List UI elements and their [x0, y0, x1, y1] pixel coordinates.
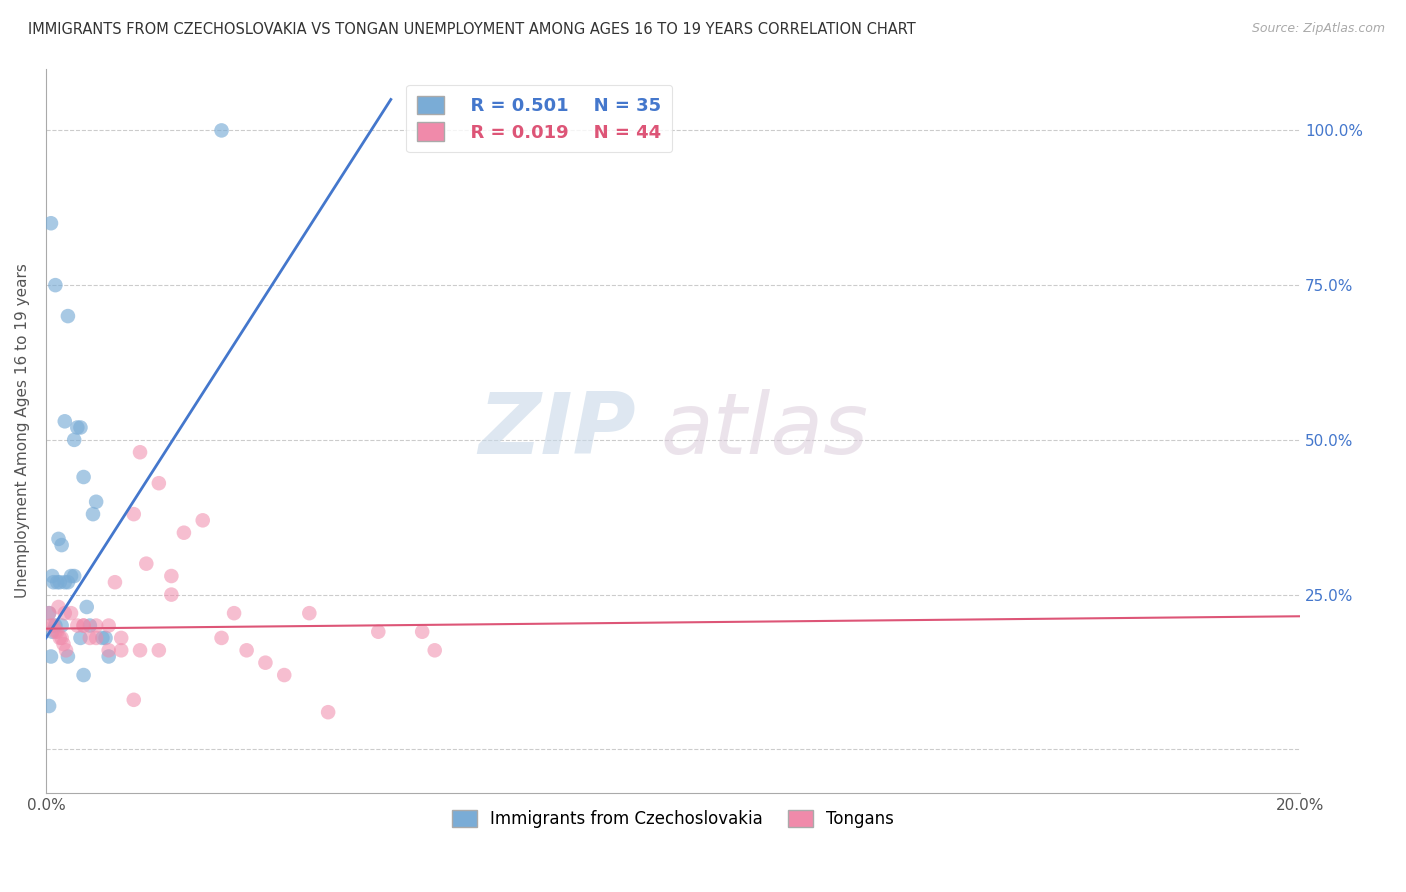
Point: [79, 631, 101, 645]
Point: [160, 569, 183, 583]
Point: [135, 557, 157, 571]
Point: [66, 618, 89, 632]
Point: [42, 575, 65, 590]
Point: [367, 624, 389, 639]
Point: [55, 643, 77, 657]
Point: [72, 618, 94, 632]
Point: [110, 643, 132, 657]
Point: [72, 668, 94, 682]
Point: [51, 618, 73, 632]
Point: [79, 618, 101, 632]
Point: [211, 123, 233, 137]
Point: [56, 649, 79, 664]
Point: [316, 705, 339, 719]
Point: [222, 606, 245, 620]
Point: [97, 643, 120, 657]
Point: [39, 649, 62, 664]
Point: [38, 698, 60, 713]
Point: [211, 631, 233, 645]
Point: [91, 631, 114, 645]
Point: [53, 575, 76, 590]
Point: [160, 588, 183, 602]
Point: [82, 507, 104, 521]
Point: [72, 618, 94, 632]
Point: [41, 624, 63, 639]
Point: [53, 414, 76, 428]
Point: [298, 606, 321, 620]
Point: [173, 525, 195, 540]
Point: [52, 637, 75, 651]
Point: [423, 643, 446, 657]
Point: [48, 599, 70, 614]
Point: [110, 631, 132, 645]
Point: [104, 575, 127, 590]
Point: [94, 631, 117, 645]
Point: [51, 631, 73, 645]
Point: [39, 618, 62, 632]
Point: [148, 643, 170, 657]
Point: [53, 606, 76, 620]
Y-axis label: Unemployment Among Ages 16 to 19 years: Unemployment Among Ages 16 to 19 years: [15, 263, 30, 598]
Text: ZIP: ZIP: [478, 389, 636, 472]
Point: [60, 569, 83, 583]
Text: IMMIGRANTS FROM CZECHOSLOVAKIA VS TONGAN UNEMPLOYMENT AMONG AGES 16 TO 19 YEARS : IMMIGRANTS FROM CZECHOSLOVAKIA VS TONGAN…: [28, 22, 915, 37]
Point: [51, 538, 73, 552]
Point: [44, 278, 66, 293]
Point: [63, 569, 86, 583]
Point: [44, 618, 66, 632]
Point: [42, 618, 65, 632]
Point: [48, 532, 70, 546]
Point: [84, 495, 107, 509]
Point: [46, 624, 69, 639]
Point: [129, 445, 152, 459]
Text: Source: ZipAtlas.com: Source: ZipAtlas.com: [1251, 22, 1385, 36]
Point: [148, 476, 170, 491]
Point: [235, 643, 257, 657]
Point: [63, 433, 86, 447]
Point: [46, 575, 69, 590]
Text: atlas: atlas: [661, 389, 869, 472]
Point: [129, 643, 152, 657]
Point: [97, 649, 120, 664]
Point: [191, 513, 214, 527]
Point: [38, 606, 60, 620]
Point: [69, 631, 91, 645]
Point: [66, 420, 89, 434]
Legend: Immigrants from Czechoslovakia, Tongans: Immigrants from Czechoslovakia, Tongans: [446, 804, 901, 835]
Point: [44, 624, 66, 639]
Point: [49, 631, 72, 645]
Point: [69, 420, 91, 434]
Point: [84, 618, 107, 632]
Point: [97, 618, 120, 632]
Point: [38, 606, 60, 620]
Point: [56, 309, 79, 323]
Point: [411, 624, 433, 639]
Point: [122, 693, 145, 707]
Point: [273, 668, 295, 682]
Point: [49, 575, 72, 590]
Point: [41, 569, 63, 583]
Point: [254, 656, 277, 670]
Point: [39, 216, 62, 230]
Point: [56, 575, 79, 590]
Point: [60, 606, 83, 620]
Point: [84, 631, 107, 645]
Point: [76, 599, 98, 614]
Point: [122, 507, 145, 521]
Point: [72, 470, 94, 484]
